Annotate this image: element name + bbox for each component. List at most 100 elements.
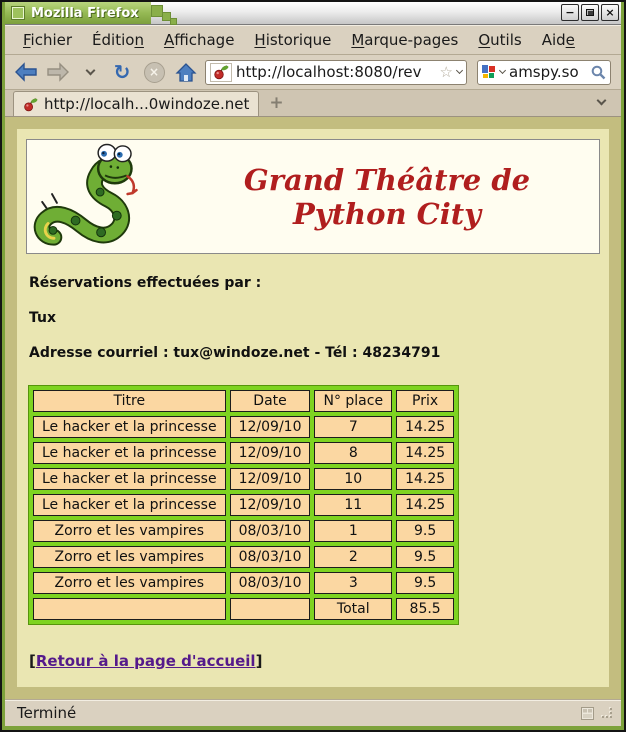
- cell-prix: 14.25: [396, 416, 455, 438]
- maximize-icon: [586, 9, 594, 16]
- cell-empty: [33, 598, 226, 620]
- active-tab[interactable]: http://localh...0windoze.net: [13, 91, 260, 116]
- page-body: Grand Théâtre de Python City Réservation…: [17, 129, 609, 687]
- menu-fichier[interactable]: Fichier: [23, 31, 73, 49]
- menu-historique[interactable]: Historique: [254, 31, 332, 49]
- browser-viewport: Grand Théâtre de Python City Réservation…: [5, 117, 621, 699]
- cell-date: 08/03/10: [229, 546, 311, 568]
- url-input[interactable]: http://localhost:8080/rev: [236, 63, 422, 81]
- table-header-row: Titre Date N° place Prix: [33, 390, 455, 412]
- header-date: Date: [229, 390, 311, 412]
- window-icon: [12, 7, 24, 19]
- site-title: Grand Théâtre de Python City: [243, 162, 531, 231]
- bracket-open: [: [29, 652, 36, 670]
- titlebar-step-decoration: [151, 5, 163, 17]
- cell-titre: Zorro et les vampires: [33, 520, 226, 542]
- new-tab-button[interactable]: +: [269, 93, 284, 113]
- menu-outils[interactable]: Outils: [478, 31, 522, 49]
- tab-list-button[interactable]: [596, 89, 607, 116]
- table-row: Le hacker et la princesse 12/09/10 11 14…: [33, 494, 455, 516]
- menu-edition[interactable]: Édition: [92, 31, 144, 49]
- table-row: Zorro et les vampires 08/03/10 1 9.5: [33, 520, 455, 542]
- customer-name: Tux: [29, 310, 57, 326]
- cell-place: 10: [314, 468, 393, 490]
- url-bar[interactable]: http://localhost:8080/rev ☆: [205, 59, 467, 85]
- tab-bar: http://localh...0windoze.net +: [5, 90, 621, 117]
- stop-icon: ×: [143, 61, 165, 83]
- table-row: Zorro et les vampires 08/03/10 3 9.5: [33, 572, 455, 594]
- cell-date: 12/09/10: [229, 416, 311, 438]
- contact-line: Adresse courriel : tux@windoze.net - Tél…: [29, 345, 441, 361]
- header-prix: Prix: [396, 390, 455, 412]
- cell-prix: 14.25: [396, 468, 455, 490]
- cell-titre: Le hacker et la princesse: [33, 442, 226, 464]
- forward-icon: [47, 62, 69, 82]
- search-engine-dropdown-icon[interactable]: [498, 66, 507, 75]
- search-bar[interactable]: amspy.so: [477, 59, 611, 85]
- table-total-row: Total 85.5: [33, 598, 455, 620]
- bracket-close: ]: [255, 652, 263, 670]
- cell-titre: Zorro et les vampires: [33, 572, 226, 594]
- cell-empty: [229, 598, 311, 620]
- header-titre: Titre: [33, 390, 226, 412]
- close-button[interactable]: ×: [601, 4, 619, 21]
- cell-date: 08/03/10: [229, 520, 311, 542]
- cell-prix: 9.5: [396, 546, 455, 568]
- cell-date: 12/09/10: [229, 494, 311, 516]
- back-icon: [15, 62, 37, 82]
- forward-button[interactable]: [45, 59, 71, 85]
- cell-total-label: Total: [314, 598, 393, 620]
- reload-button[interactable]: ↻: [109, 59, 135, 85]
- resize-grip[interactable]: [601, 707, 613, 719]
- table-row: Le hacker et la princesse 12/09/10 10 14…: [33, 468, 455, 490]
- cell-titre: Zorro et les vampires: [33, 546, 226, 568]
- titlebar[interactable]: Mozilla Firefox − ×: [5, 2, 621, 25]
- stop-button[interactable]: ×: [141, 59, 167, 85]
- cell-titre: Le hacker et la princesse: [33, 416, 226, 438]
- chevron-down-icon: [85, 65, 95, 76]
- cell-date: 08/03/10: [229, 572, 311, 594]
- menu-bar: Fichier Édition Affichage Historique Mar…: [5, 25, 621, 55]
- table-row: Zorro et les vampires 08/03/10 2 9.5: [33, 546, 455, 568]
- bookmark-star-icon[interactable]: ☆: [439, 63, 453, 81]
- titlebar-step-decoration: [162, 12, 171, 21]
- titlebar-step-decoration: [170, 18, 177, 25]
- reservations-label: Réservations effectuées par :: [29, 275, 262, 291]
- cell-place: 1: [314, 520, 393, 542]
- maximize-button[interactable]: [581, 4, 599, 21]
- table-row: Le hacker et la princesse 12/09/10 8 14.…: [33, 442, 455, 464]
- home-link[interactable]: Retour à la page d'accueil: [35, 652, 256, 670]
- site-banner: Grand Théâtre de Python City: [26, 139, 600, 254]
- header-place: N° place: [314, 390, 393, 412]
- search-input[interactable]: amspy.so: [509, 63, 579, 81]
- cell-place: 3: [314, 572, 393, 594]
- tab-favicon-icon: [24, 97, 38, 111]
- minimize-button[interactable]: −: [561, 4, 579, 21]
- menu-marque-pages[interactable]: Marque-pages: [351, 31, 459, 49]
- cell-place: 11: [314, 494, 393, 516]
- cell-titre: Le hacker et la princesse: [33, 468, 226, 490]
- navigation-toolbar: ↻ × http://localhost:8080/rev ☆: [5, 55, 621, 90]
- chevron-down-icon: [596, 95, 607, 106]
- back-forward-dropdown[interactable]: [77, 59, 103, 85]
- home-button[interactable]: [173, 59, 199, 85]
- status-text: Terminé: [17, 704, 77, 722]
- tab-title: http://localh...0windoze.net: [44, 95, 250, 113]
- cherrypy-favicon-icon: [214, 65, 229, 80]
- menu-aide[interactable]: Aide: [541, 31, 575, 49]
- python-snake-logo: [27, 143, 185, 251]
- back-button[interactable]: [13, 59, 39, 85]
- home-icon: [175, 63, 197, 82]
- window-title: Mozilla Firefox: [31, 5, 139, 21]
- cell-place: 8: [314, 442, 393, 464]
- menu-affichage[interactable]: Affichage: [163, 31, 235, 49]
- cell-date: 12/09/10: [229, 468, 311, 490]
- site-identity-box[interactable]: [210, 62, 232, 82]
- search-magnifier-icon[interactable]: [591, 65, 606, 80]
- cell-prix: 14.25: [396, 494, 455, 516]
- reservations-table: Titre Date N° place Prix Le hacker et la…: [28, 385, 460, 625]
- url-dropdown-icon[interactable]: [455, 66, 464, 75]
- reload-icon: ↻: [113, 60, 131, 84]
- page-style-icon[interactable]: [580, 706, 595, 721]
- cell-prix: 9.5: [396, 572, 455, 594]
